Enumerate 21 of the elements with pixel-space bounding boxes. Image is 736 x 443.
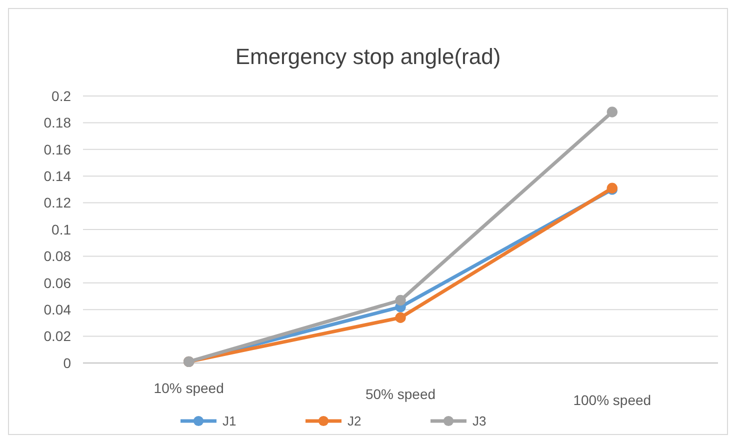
y-tick-label: 0.2: [52, 88, 72, 104]
y-tick-label: 0.06: [44, 274, 72, 291]
chart-title: Emergency stop angle(rad): [235, 44, 501, 69]
y-tick-label: 0.14: [44, 168, 72, 184]
y-tick-label: 0.18: [44, 114, 72, 131]
y-tick-label: 0: [63, 354, 72, 371]
y-tick-label: 0.1: [52, 221, 72, 238]
point: [395, 294, 406, 306]
y-tick-label: 0.02: [44, 328, 72, 344]
x-tick-label: 10% speed: [154, 380, 224, 396]
legend-label: J1: [222, 414, 236, 429]
point: [606, 106, 618, 118]
y-tick-label: 0.04: [44, 302, 72, 318]
legend-label: J2: [348, 414, 362, 429]
x-tick-label: 50% speed: [365, 386, 436, 402]
point: [395, 312, 406, 323]
x-tick-label: 100% speed: [573, 392, 652, 408]
y-tick-label: 0.08: [44, 248, 72, 264]
y-tick-label: 0.16: [44, 141, 72, 158]
y-tick-label: 0.12: [44, 194, 72, 211]
legend-label: J3: [472, 414, 486, 429]
